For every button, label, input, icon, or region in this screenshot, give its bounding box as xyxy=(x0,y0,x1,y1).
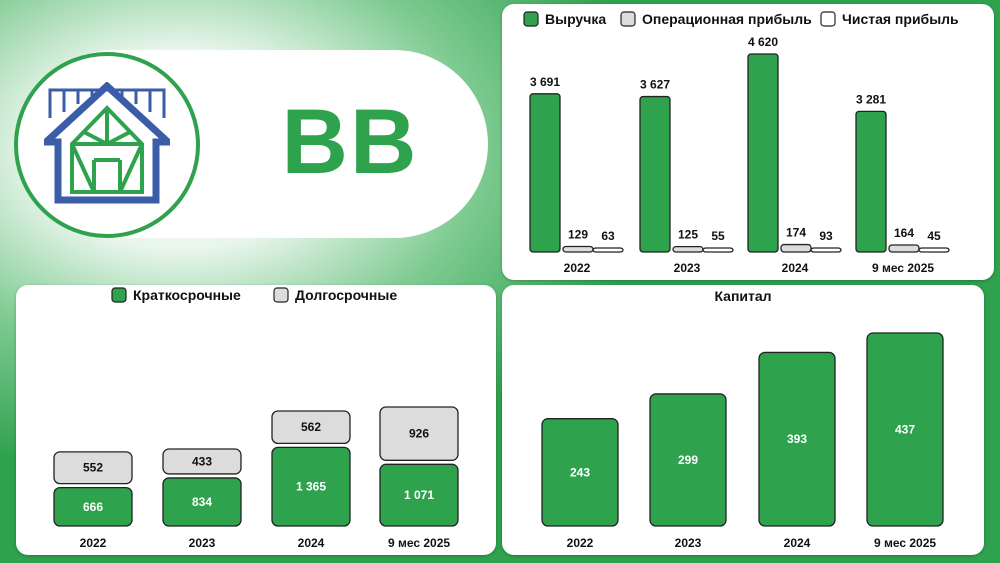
data-label: 3 281 xyxy=(856,92,886,106)
x-tick-label: 2024 xyxy=(784,536,811,550)
bar-segment xyxy=(379,463,459,527)
legend-swatch xyxy=(111,287,127,303)
bar xyxy=(541,418,619,527)
capital-chart: Капитал 243 2022 299 2023 393 2024 437 9 мес 202… xyxy=(541,288,944,550)
x-tick-label: 2022 xyxy=(567,536,594,550)
x-tick-label: 9 мес 2025 xyxy=(874,536,936,550)
company-ticker: BB xyxy=(281,91,419,193)
data-label: 437 xyxy=(895,423,915,437)
data-label: 433 xyxy=(192,454,212,468)
data-label: 129 xyxy=(568,227,588,241)
x-tick-label: 2022 xyxy=(564,261,591,275)
bar-segment xyxy=(162,477,242,527)
bar xyxy=(639,95,671,253)
bar xyxy=(855,110,887,253)
bar-segment xyxy=(53,486,133,527)
logo-badge xyxy=(14,52,200,238)
legend-label: Краткосрочные xyxy=(133,287,241,303)
data-label: 45 xyxy=(927,229,941,243)
data-label: 834 xyxy=(192,495,212,509)
bar xyxy=(918,247,950,253)
legend-label: Операционная прибыль xyxy=(642,11,812,27)
bar xyxy=(672,245,704,253)
bar xyxy=(592,247,624,253)
income-chart: Выручка Операционная прибыль Чистая прибыл… xyxy=(523,11,959,275)
bar xyxy=(562,245,594,253)
data-label: 3 627 xyxy=(640,78,670,92)
income-chart-panel: Выручка Операционная прибыль Чистая прибыл… xyxy=(502,4,994,280)
x-tick-label: 2024 xyxy=(782,261,809,275)
bar xyxy=(649,393,727,527)
data-label: 125 xyxy=(678,228,698,242)
legend-label: Долгосрочные xyxy=(295,287,397,303)
data-label: 93 xyxy=(819,229,833,243)
x-tick-label: 2022 xyxy=(80,536,107,550)
chart-title: Капитал xyxy=(714,288,771,304)
data-label: 1 071 xyxy=(404,488,434,502)
bar-segment xyxy=(53,451,133,485)
data-label: 299 xyxy=(678,453,698,467)
data-label: 55 xyxy=(711,229,725,243)
data-label: 3 691 xyxy=(530,75,560,89)
bar xyxy=(702,247,734,253)
bar xyxy=(888,244,920,253)
bar xyxy=(866,332,944,527)
house-truss-logo-icon xyxy=(44,82,170,204)
data-label: 243 xyxy=(570,465,590,479)
debt-chart: Краткосрочные Долгосрочные 666 552 2022 834 43… xyxy=(53,287,459,550)
legend-swatch xyxy=(523,11,539,27)
data-label: 393 xyxy=(787,432,807,446)
data-label: 562 xyxy=(301,420,321,434)
bar-segment xyxy=(379,406,459,461)
legend-swatch xyxy=(820,11,836,27)
data-label: 164 xyxy=(894,226,914,240)
bar xyxy=(758,351,836,527)
data-label: 174 xyxy=(786,226,806,240)
data-label: 4 620 xyxy=(748,35,778,49)
x-tick-label: 2023 xyxy=(674,261,701,275)
bar xyxy=(529,93,561,253)
bar-segment xyxy=(271,446,351,527)
capital-chart-panel: Капитал 243 2022 299 2023 393 2024 437 9 мес 202… xyxy=(502,285,984,555)
x-tick-label: 2024 xyxy=(298,536,325,550)
x-tick-label: 9 мес 2025 xyxy=(388,536,450,550)
legend-swatch xyxy=(273,287,289,303)
legend-label: Чистая прибыль xyxy=(842,11,959,27)
data-label: 552 xyxy=(83,461,103,475)
bar-segment xyxy=(271,410,351,445)
data-label: 1 365 xyxy=(296,480,326,494)
bar xyxy=(747,53,779,253)
x-tick-label: 9 мес 2025 xyxy=(872,261,934,275)
debt-chart-panel: Краткосрочные Долгосрочные 666 552 2022 834 43… xyxy=(16,285,496,555)
data-label: 666 xyxy=(83,500,103,514)
bar xyxy=(780,243,812,253)
data-label: 926 xyxy=(409,427,429,441)
data-label: 63 xyxy=(601,229,615,243)
x-tick-label: 2023 xyxy=(189,536,216,550)
legend-swatch xyxy=(620,11,636,27)
bar xyxy=(810,247,842,253)
x-tick-label: 2023 xyxy=(675,536,702,550)
legend-label: Выручка xyxy=(545,11,606,27)
bar-segment xyxy=(162,448,242,475)
